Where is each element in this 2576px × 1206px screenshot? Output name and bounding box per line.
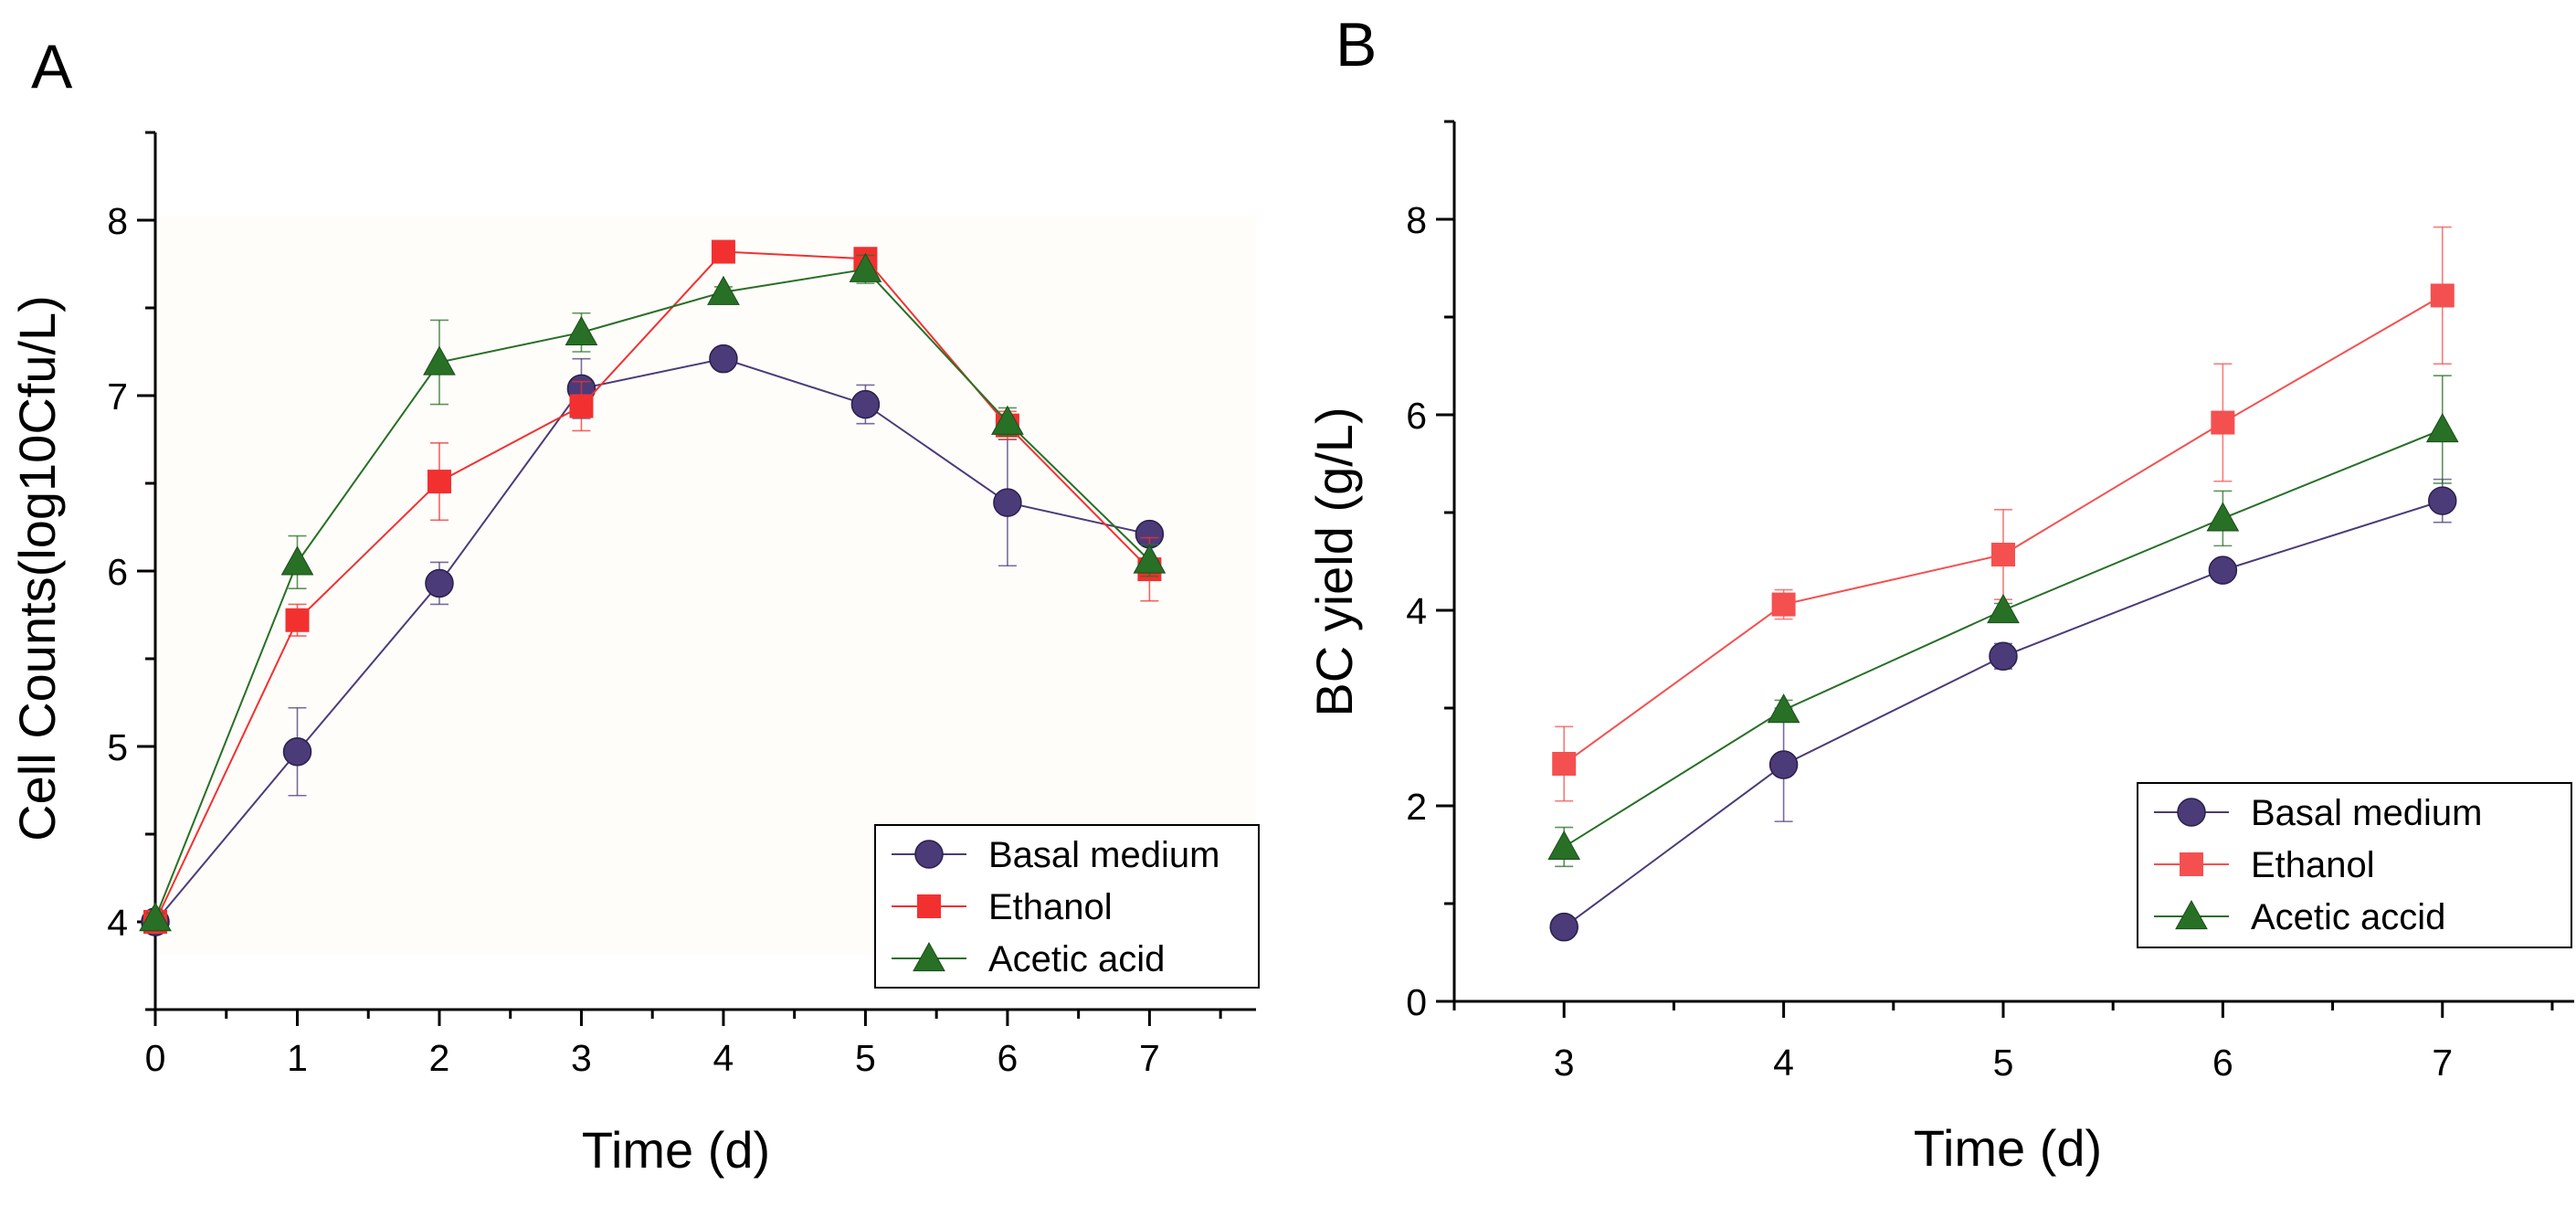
data-point bbox=[991, 405, 1024, 435]
series-square bbox=[1552, 226, 2455, 802]
data-point bbox=[427, 470, 451, 494]
panel-b-series bbox=[1547, 226, 2459, 942]
data-point bbox=[2430, 283, 2455, 308]
panel-b-chart: 0 2 4 6 8 3 4 5 6 7 Time (d) BC yield (g/L) Basal m… bbox=[1305, 10, 2574, 1177]
x-tick-label: 2 bbox=[429, 1037, 450, 1079]
legend-label: Ethanol bbox=[988, 887, 1113, 927]
x-tick-label: 7 bbox=[2432, 1042, 2453, 1084]
legend-marker bbox=[2180, 852, 2203, 876]
y-tick-label: 6 bbox=[1406, 395, 1427, 437]
data-point bbox=[2425, 413, 2459, 443]
data-point bbox=[1771, 592, 1796, 617]
x-axis-title: Time (d) bbox=[1914, 1119, 2102, 1177]
legend-label: Acetic acid bbox=[988, 939, 1165, 979]
data-point bbox=[1767, 693, 1800, 724]
x-tick-label: 6 bbox=[2212, 1042, 2233, 1084]
panel-a-series bbox=[139, 239, 1167, 936]
x-axis-title: Time (d) bbox=[582, 1121, 770, 1179]
panel-b-axes: 0 2 4 6 8 3 4 5 6 7 Time (d) BC yield (g/L) bbox=[1305, 120, 2574, 1177]
data-point bbox=[993, 488, 1022, 517]
legend-marker bbox=[913, 941, 945, 972]
data-point bbox=[1990, 543, 2015, 567]
series-line bbox=[154, 268, 1151, 919]
data-point bbox=[2208, 555, 2238, 585]
y-tick-label: 2 bbox=[1406, 786, 1427, 828]
panel-a-axes: 4 5 6 7 8 0 1 2 3 4 5 6 7 Time (d) Cell Counts(log10Cf… bbox=[8, 131, 1256, 1179]
data-point bbox=[2428, 486, 2457, 515]
legend-label: Basal medium bbox=[2251, 793, 2482, 833]
y-tick-label: 4 bbox=[1406, 590, 1427, 632]
series-square bbox=[143, 239, 1162, 934]
data-point bbox=[1133, 544, 1167, 574]
x-tick-label: 6 bbox=[997, 1037, 1018, 1079]
data-point bbox=[709, 344, 738, 374]
legend-marker bbox=[917, 894, 941, 918]
x-tick-label: 7 bbox=[1139, 1037, 1160, 1079]
legend-label: Acetic accid bbox=[2251, 897, 2445, 937]
data-point bbox=[280, 545, 314, 576]
x-tick-label: 3 bbox=[1554, 1042, 1575, 1084]
panel-a-chart: 4 5 6 7 8 0 1 2 3 4 5 6 7 Time (d) Cell Counts(log10Cf… bbox=[8, 32, 1260, 1179]
data-point bbox=[1552, 751, 1577, 776]
data-point bbox=[2206, 502, 2240, 532]
data-point bbox=[2211, 410, 2235, 435]
series-triangle bbox=[1547, 375, 2459, 868]
legend-label: Ethanol bbox=[2251, 845, 2375, 885]
data-point bbox=[423, 345, 456, 376]
data-point bbox=[711, 239, 735, 264]
legend-marker bbox=[914, 840, 944, 869]
y-axis-title: Cell Counts(log10Cfu/L) bbox=[8, 295, 66, 841]
data-point bbox=[565, 315, 598, 345]
y-tick-label: 4 bbox=[107, 902, 128, 944]
x-tick-label: 0 bbox=[145, 1037, 166, 1079]
data-point bbox=[1989, 641, 2018, 672]
data-point bbox=[1987, 593, 2020, 624]
legend-marker bbox=[2177, 798, 2206, 827]
y-tick-label: 0 bbox=[1406, 981, 1427, 1023]
legend-marker bbox=[2175, 899, 2208, 930]
x-tick-label: 5 bbox=[855, 1037, 876, 1079]
panel-a-legend: Basal medium Ethanol Acetic acid bbox=[874, 824, 1260, 989]
y-tick-label: 7 bbox=[107, 376, 128, 418]
data-point bbox=[425, 568, 454, 598]
x-tick-label: 4 bbox=[1773, 1042, 1794, 1084]
data-point bbox=[1547, 830, 1581, 861]
series-line bbox=[154, 357, 1150, 923]
x-tick-label: 4 bbox=[713, 1037, 734, 1079]
series-circle bbox=[1549, 478, 2457, 942]
y-tick-label: 6 bbox=[107, 551, 128, 593]
panel-b-letter: B bbox=[1336, 10, 1377, 79]
panel-a-letter: A bbox=[31, 32, 73, 101]
data-point bbox=[139, 902, 172, 932]
data-point bbox=[1549, 912, 1578, 942]
data-point bbox=[850, 389, 881, 419]
data-point bbox=[569, 394, 594, 418]
data-point bbox=[1768, 750, 1799, 779]
legend-label: Basal medium bbox=[988, 835, 1219, 875]
x-tick-label: 5 bbox=[1993, 1042, 2014, 1084]
panel-b-legend: Basal medium Ethanol Acetic accid bbox=[2137, 782, 2572, 948]
data-point bbox=[707, 275, 740, 305]
data-point bbox=[849, 252, 882, 282]
y-tick-label: 5 bbox=[107, 726, 128, 768]
y-tick-label: 8 bbox=[1406, 199, 1427, 241]
y-tick-label: 8 bbox=[107, 200, 128, 242]
y-axis-title: BC yield (g/L) bbox=[1305, 407, 1363, 716]
series-triangle bbox=[139, 252, 1167, 932]
x-tick-label: 1 bbox=[287, 1037, 308, 1079]
data-point bbox=[285, 608, 310, 632]
x-tick-label: 3 bbox=[571, 1037, 592, 1079]
data-point bbox=[282, 737, 312, 767]
